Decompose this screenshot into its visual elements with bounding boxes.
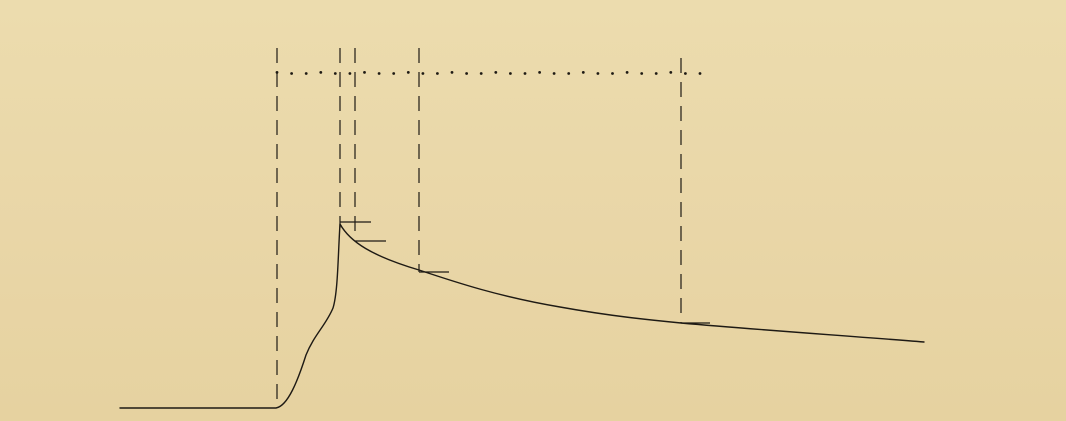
time-marker-dot: [581, 71, 585, 74]
time-marker-dot: [552, 72, 556, 75]
time-marker-dot: [333, 72, 337, 75]
time-marker-dot: [348, 72, 352, 75]
time-marker-dot: [567, 72, 571, 75]
time-marker-dot: [421, 72, 425, 75]
time-marker-dot: [275, 71, 279, 74]
time-marker-dot: [669, 71, 673, 74]
response-curve: [119, 223, 925, 409]
time-marker-dot: [494, 71, 498, 74]
time-marker-dot: [625, 71, 629, 74]
time-marker-dot: [406, 71, 410, 74]
time-marker-dot: [304, 72, 308, 75]
time-marker-dot: [436, 72, 439, 75]
time-marker-dot: [377, 72, 381, 75]
time-marker-dot: [290, 72, 293, 75]
time-marker-dot: [654, 72, 658, 75]
time-marker-dot: [684, 72, 687, 75]
time-marker-dot: [523, 72, 527, 75]
time-marker-dot: [465, 72, 468, 75]
reading-ticks: [340, 221, 710, 324]
time-marker-dot: [319, 71, 323, 74]
dotted-time-markers: [275, 71, 702, 75]
vertical-dashed-guides: [276, 48, 682, 408]
time-marker-dot: [698, 72, 702, 75]
time-marker-dot: [611, 72, 614, 75]
time-marker-dot: [640, 72, 644, 75]
time-marker-dot: [479, 72, 483, 75]
time-marker-dot: [450, 71, 454, 74]
time-marker-dot: [363, 71, 366, 74]
time-marker-dot: [392, 72, 396, 75]
time-marker-dot: [538, 71, 541, 74]
time-marker-dot: [596, 72, 600, 75]
time-marker-dot: [509, 72, 512, 75]
